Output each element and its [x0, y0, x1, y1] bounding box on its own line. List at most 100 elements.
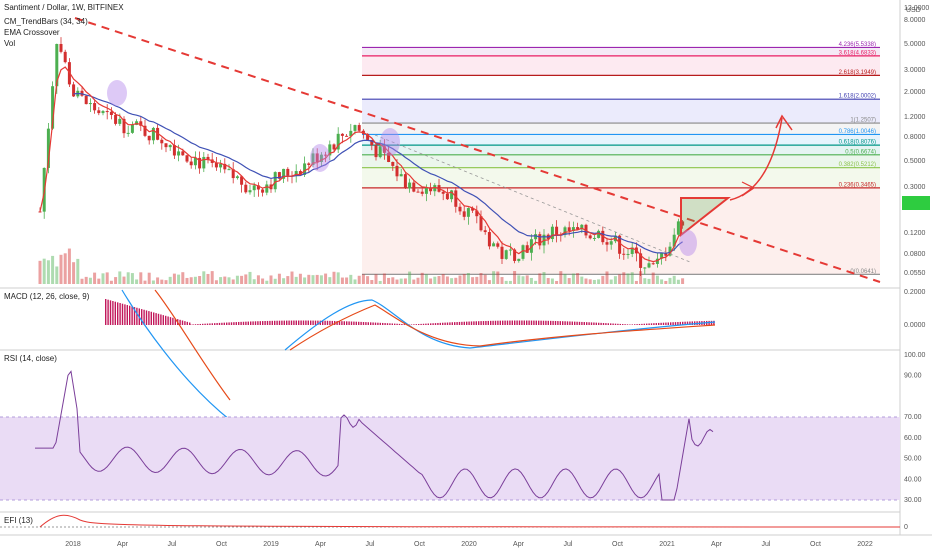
arrow-head — [741, 181, 756, 197]
macd-hist-bar — [307, 320, 309, 325]
macd-hist-bar — [401, 324, 403, 325]
macd-hist-bar — [677, 321, 679, 325]
volume-bar — [462, 273, 466, 284]
fib-level-label: 0.236(0.3465) — [839, 182, 876, 188]
fib-level-label: 2.618(3.1949) — [839, 70, 876, 76]
dotted-trend-line[interactable] — [374, 134, 691, 263]
price-tick-label: 0.5000 — [904, 158, 926, 165]
volume-bar — [76, 258, 80, 284]
macd-hist-bar — [331, 320, 333, 325]
volume-bar — [328, 277, 332, 284]
fib-zone — [362, 123, 880, 135]
candle-body — [588, 235, 592, 239]
macd-hist-bar — [181, 320, 184, 325]
candle-body — [403, 174, 407, 189]
candle-body — [93, 103, 97, 111]
macd-hist-bar — [336, 321, 338, 325]
candle-body — [252, 185, 256, 191]
volume-bar — [59, 254, 63, 284]
macd-hist-bar — [228, 322, 230, 325]
macd-hist-bar — [634, 324, 636, 325]
price-axis-unit: USD — [906, 7, 921, 14]
volume-bar — [588, 279, 592, 284]
candle-body — [97, 110, 101, 114]
macd-hist-bar — [516, 320, 518, 325]
macd-hist-bar — [346, 321, 348, 325]
volume-bar — [231, 279, 235, 284]
rsi-tick-label: 30.00 — [904, 497, 922, 504]
candle-body — [508, 249, 512, 251]
candle-body — [286, 168, 290, 176]
projection-arrow[interactable] — [729, 117, 783, 201]
macd-hist-bar — [545, 320, 547, 325]
triangle-pattern[interactable] — [680, 197, 731, 238]
macd-hist-bar — [160, 314, 162, 325]
candle-body — [84, 95, 88, 105]
volume-bar — [265, 280, 269, 284]
downtrend-line[interactable] — [74, 17, 881, 283]
candle-body — [185, 155, 189, 162]
candle-body — [462, 211, 466, 217]
macd-hist-bar — [679, 321, 681, 325]
time-tick-label: Oct — [414, 541, 425, 548]
macd-hist-bar — [617, 323, 619, 325]
candle-body — [303, 163, 307, 175]
volume-bar — [420, 272, 424, 284]
candle-body — [597, 230, 601, 238]
efi-tick-label: 0 — [904, 524, 908, 531]
candle-body — [101, 111, 105, 114]
candle-body — [571, 227, 575, 231]
volume-bar — [298, 273, 302, 284]
macd-hist-bar — [576, 321, 578, 325]
macd-hist-bar — [169, 317, 172, 325]
macd-hist-bar — [209, 323, 211, 325]
volume-bar — [387, 277, 391, 284]
volume-bar — [660, 279, 664, 284]
candle-body — [500, 246, 504, 259]
volume-bar — [206, 273, 210, 284]
candle-body — [668, 246, 672, 256]
volume-bar — [319, 275, 323, 284]
candle-body — [471, 208, 475, 211]
macd-tick-label: 0.2000 — [904, 289, 926, 296]
candle-body — [466, 208, 470, 217]
macd-hist-bar — [355, 321, 357, 325]
volume-bar — [93, 272, 97, 284]
macd-hist-bar — [430, 323, 432, 325]
macd-hist-bar — [259, 321, 261, 325]
macd-hist-bar — [124, 304, 126, 325]
candle-body — [534, 234, 538, 240]
macd-hist-bar — [286, 320, 288, 325]
macd-hist-bar — [624, 324, 626, 325]
candle-body — [256, 185, 260, 190]
volume-bar — [605, 271, 609, 284]
candle-body — [277, 172, 281, 179]
volume-bar — [177, 274, 181, 284]
volume-bar — [483, 274, 487, 284]
volume-bar — [618, 274, 622, 284]
volume-bar — [529, 277, 533, 284]
macd-hist-bar — [437, 322, 439, 325]
volume-bar — [290, 271, 294, 284]
macd-hist-bar — [238, 321, 240, 325]
macd-hist-bar — [202, 323, 204, 325]
candle-body — [483, 230, 487, 233]
efi-line — [39, 514, 901, 528]
candle-body — [328, 144, 332, 156]
macd-hist-bar — [288, 320, 290, 325]
candle-body — [38, 211, 42, 213]
volume-bar — [139, 272, 143, 284]
volume-bar — [681, 278, 685, 284]
volume-bar — [676, 279, 680, 284]
macd-hist-bar — [206, 323, 209, 325]
volume-bar — [454, 277, 458, 284]
macd-hist-bar — [550, 320, 552, 325]
macd-signal-line — [154, 289, 716, 401]
macd-hist-bar — [398, 323, 401, 325]
macd-hist-bar — [257, 321, 259, 325]
price-tick-label: 1.2000 — [904, 114, 926, 121]
macd-hist-bar — [533, 320, 535, 325]
candle-body — [160, 139, 164, 144]
volume-bar — [580, 276, 584, 284]
